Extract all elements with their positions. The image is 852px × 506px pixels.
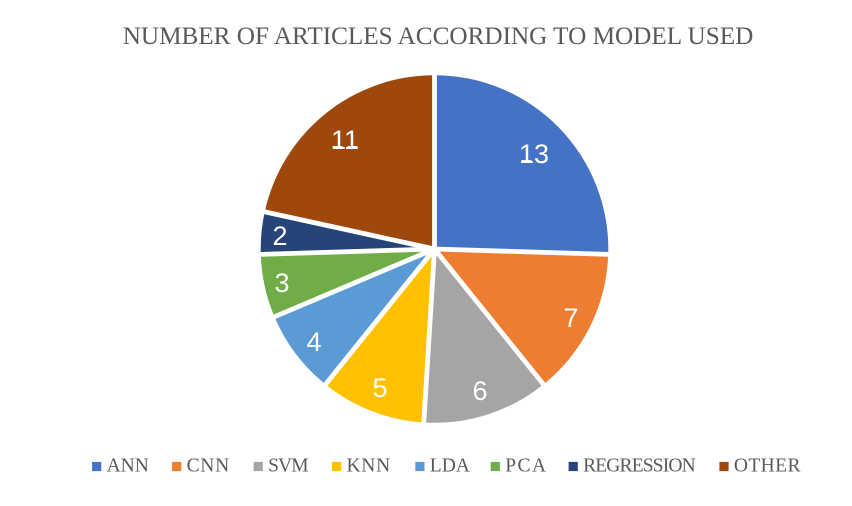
svg-text:OTHER: OTHER: [734, 456, 801, 477]
svg-text:NUMBER OF ARTICLES ACCORDING T: NUMBER OF ARTICLES ACCORDING TO MODEL US…: [123, 23, 754, 50]
svg-text:REGRESSION: REGRESSION: [583, 456, 696, 477]
svg-text:11: 11: [331, 125, 359, 155]
svg-text:CNN: CNN: [187, 456, 230, 477]
svg-text:4: 4: [306, 327, 321, 357]
svg-text:3: 3: [274, 268, 289, 298]
svg-text:SVM: SVM: [268, 456, 308, 477]
svg-text:2: 2: [272, 221, 287, 251]
svg-text:13: 13: [519, 139, 549, 169]
svg-text:LDA: LDA: [430, 456, 470, 477]
svg-text:ANN: ANN: [107, 456, 149, 477]
svg-text:6: 6: [472, 376, 487, 406]
svg-text:KNN: KNN: [347, 456, 391, 477]
svg-text:5: 5: [372, 373, 387, 403]
svg-text:7: 7: [563, 303, 578, 333]
svg-text:PCA: PCA: [505, 456, 547, 477]
